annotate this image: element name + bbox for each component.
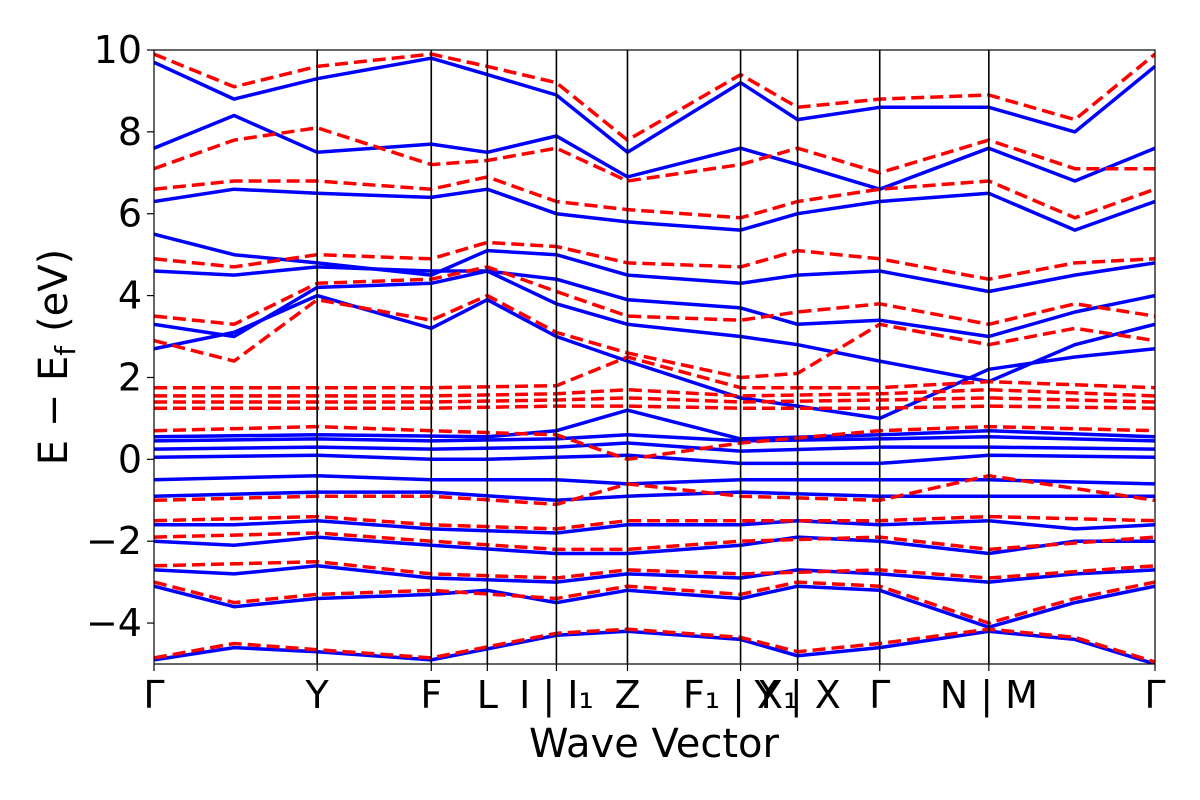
bands-layer xyxy=(154,52,1155,664)
band-line-solid-2 xyxy=(154,564,1155,584)
plot-frame xyxy=(153,49,1156,665)
band-line-solid-15 xyxy=(154,187,1155,232)
band-line-solid-5 xyxy=(154,490,1155,503)
band-line-dashed-14 xyxy=(154,175,1155,220)
y-axis-label-main: E − E xyxy=(31,356,77,466)
x-tick-label: L xyxy=(477,673,498,717)
band-line-solid-3 xyxy=(154,535,1155,556)
band-line-dashed-11 xyxy=(154,293,1155,380)
band-line-solid-0 xyxy=(154,629,1155,664)
x-tick-label: N | M xyxy=(940,673,1038,718)
y-tick-label: −2 xyxy=(86,519,142,563)
y-axis-label: E − Ef (eV) xyxy=(31,249,82,466)
band-line-dashed-16 xyxy=(154,52,1155,142)
band-line-solid-1 xyxy=(154,584,1155,629)
x-tick-label: Y | X xyxy=(754,673,841,718)
band-line-solid-7 xyxy=(154,453,1155,466)
kpath-divider-lines xyxy=(316,50,990,664)
band-line-dashed-0 xyxy=(154,627,1155,664)
band-line-dashed-2 xyxy=(154,559,1155,580)
band-line-dashed-10 xyxy=(154,355,1155,390)
band-line-dashed-9 xyxy=(154,387,1155,398)
band-line-solid-8 xyxy=(154,441,1155,453)
y-axis-label-unit: (eV) xyxy=(31,249,77,332)
x-tick-label: Z xyxy=(614,673,640,717)
x-tick-label: F xyxy=(420,673,442,717)
y-axis-label-sub: f xyxy=(49,345,82,356)
y-tick-label: 2 xyxy=(118,355,142,399)
y-tick-label: 8 xyxy=(118,110,142,154)
band-line-dashed-4 xyxy=(154,514,1155,531)
x-tick-label: I | I₁ xyxy=(519,673,594,718)
x-tick-label: Y xyxy=(305,673,330,717)
x-tick-label: F₁ | X₁ xyxy=(683,673,798,718)
y-tick-label: 0 xyxy=(118,437,142,481)
band-line-dashed-8 xyxy=(154,396,1155,404)
x-tick-label: Γ xyxy=(869,673,890,717)
band-line-dashed-7 xyxy=(154,404,1155,410)
x-axis-label: Wave Vector xyxy=(529,721,780,767)
y-tick-label: 6 xyxy=(118,192,142,236)
y-tick-label: −4 xyxy=(86,601,142,645)
x-tick-label: Γ xyxy=(1144,673,1165,717)
y-tick-label: 10 xyxy=(94,28,142,72)
x-tick-label: Γ xyxy=(143,673,164,717)
y-tick-label: 4 xyxy=(118,274,142,318)
band-line-solid-4 xyxy=(154,518,1155,535)
band-line-dashed-3 xyxy=(154,531,1155,552)
band-line-dashed-1 xyxy=(154,580,1155,625)
y-axis-ticks: −4 −2 0 2 4 6 8 10 xyxy=(86,28,154,645)
band-line-solid-17 xyxy=(154,56,1155,155)
